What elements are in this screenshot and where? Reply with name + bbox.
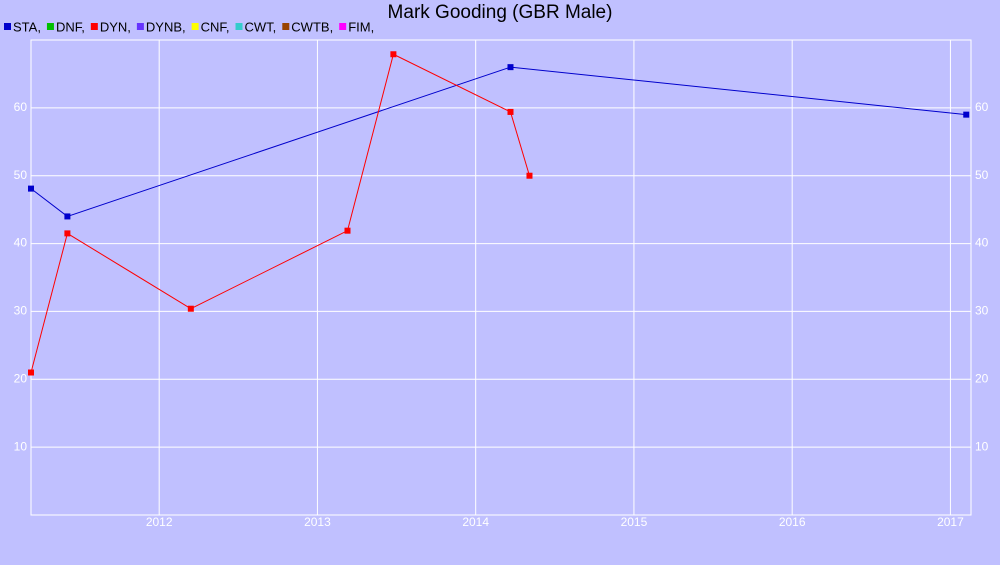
data-point (28, 369, 34, 376)
legend-label: DYN, (100, 19, 131, 34)
legend-label: DNF, (56, 19, 85, 34)
legend-swatch (136, 23, 144, 30)
y2-tick-label: 10 (975, 439, 989, 453)
data-point (64, 213, 71, 220)
legend-swatch (46, 23, 54, 30)
legend-label: FIM, (348, 19, 374, 34)
legend-label: DYNB, (146, 19, 186, 34)
legend-label: CWT, (245, 19, 277, 34)
y-tick-label: 60 (14, 100, 28, 114)
data-point (390, 51, 397, 58)
legend-swatch (339, 23, 347, 30)
data-point (526, 172, 533, 179)
data-point (507, 64, 514, 71)
legend-label: CNF, (201, 19, 230, 34)
y-tick-label: 30 (14, 304, 28, 318)
data-point (187, 305, 194, 312)
legend-swatch (90, 23, 98, 30)
chart-title: Mark Gooding (GBR Male) (388, 2, 613, 23)
y2-tick-label: 20 (975, 371, 989, 385)
series-line (30, 66, 967, 217)
data-point (64, 230, 71, 237)
data-point (344, 227, 351, 234)
legend-swatch (235, 23, 243, 30)
series-line (30, 53, 530, 373)
data-point (963, 111, 970, 118)
y-tick-label: 10 (14, 439, 28, 453)
y2-tick-label: 40 (975, 236, 989, 250)
y2-tick-label: 60 (975, 100, 989, 114)
y2-tick-label: 50 (975, 168, 989, 182)
y2-tick-label: 30 (975, 304, 989, 318)
x-tick-label: 2013 (304, 515, 331, 529)
data-point (28, 185, 34, 192)
legend-swatch (4, 23, 11, 30)
legend-swatch (282, 23, 290, 30)
x-tick-label: 2014 (462, 515, 489, 529)
legend-label: STA, (13, 19, 41, 34)
data-point (507, 108, 514, 115)
legend-swatch (191, 23, 199, 30)
y-tick-label: 20 (14, 371, 28, 385)
y-tick-label: 50 (14, 168, 28, 182)
x-tick-label: 2012 (146, 515, 173, 529)
x-tick-label: 2016 (779, 515, 806, 529)
y-tick-label: 40 (14, 236, 28, 250)
x-tick-label: 2017 (937, 515, 964, 529)
plot-area (30, 39, 972, 516)
legend-label: CWTB, (291, 19, 333, 34)
x-tick-label: 2015 (621, 515, 648, 529)
